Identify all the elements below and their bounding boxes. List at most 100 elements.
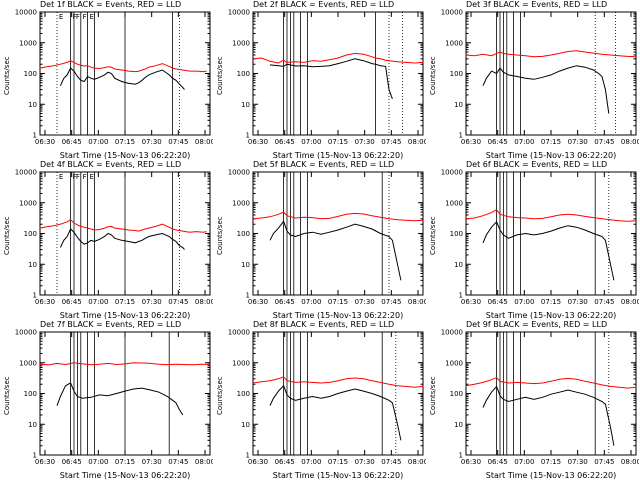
y-tick-label: 1: [33, 292, 37, 300]
y-tick-label: 1000: [232, 199, 250, 207]
y-tick-label: 10000: [441, 329, 463, 337]
plot-frame: [252, 171, 424, 296]
y-axis-label: Counts/sec: [429, 376, 437, 415]
x-tick-label: 06:45: [62, 138, 82, 146]
x-tick-label: 07:45: [168, 458, 188, 466]
y-tick-label: 10000: [441, 9, 463, 17]
x-tick-label: 07:45: [168, 138, 188, 146]
x-tick-label: 07:00: [88, 298, 108, 306]
panel-title: Det 1f BLACK = Events, RED = LLD: [40, 0, 182, 9]
x-axis-label: Start Time (15-Nov-13 06:22:20): [272, 311, 404, 320]
x-tick-label: 06:30: [461, 138, 481, 146]
x-tick-label: 07:45: [381, 458, 401, 466]
y-tick-label: 100: [450, 70, 463, 78]
x-tick-label: 07:00: [301, 458, 321, 466]
x-tick-label: 07:30: [142, 458, 162, 466]
x-axis-label: Start Time (15-Nov-13 06:22:20): [59, 471, 191, 480]
chart-svg: 1 10 100 1000 10000 06:30 06:45 07:00 07:15 07:30…: [441, 169, 639, 307]
panel-title: Det 4f BLACK = Events, RED = LLD: [40, 160, 182, 169]
x-tick-label: 07:00: [514, 298, 534, 306]
detector-panel: 1 10 100 1000 10000 06:30 06:45 07:00 07:15 07:30…: [426, 0, 639, 160]
x-tick-label: 07:15: [328, 298, 348, 306]
events-series-line: [482, 385, 615, 446]
y-tick-label: 10000: [228, 9, 250, 17]
y-tick-label: 10: [28, 101, 37, 109]
detector-panel: 1 10 100 1000 10000 06:30 06:45 07:00 07:15 07:30…: [213, 0, 426, 160]
x-axis-label: Start Time (15-Nov-13 06:22:20): [59, 151, 191, 160]
x-tick-label: 07:00: [88, 458, 108, 466]
x-tick-label: 06:30: [35, 458, 55, 466]
x-tick-label: 08:00: [195, 458, 213, 466]
x-tick-label: 07:30: [568, 458, 588, 466]
y-tick-label: 10000: [441, 169, 463, 177]
panel-title: Det 3f BLACK = Events, RED = LLD: [466, 0, 608, 9]
flag-label: F: [72, 13, 76, 21]
y-tick-label: 100: [24, 390, 37, 398]
x-tick-label: 06:45: [62, 298, 82, 306]
y-tick-label: 10: [241, 261, 250, 269]
x-tick-label: 06:30: [461, 298, 481, 306]
x-tick-label: 08:00: [408, 138, 426, 146]
y-tick-label: 1: [246, 132, 250, 140]
x-tick-label: 06:45: [275, 298, 295, 306]
x-tick-label: 07:45: [594, 298, 614, 306]
plot-frame: [465, 11, 637, 136]
x-tick-label: 08:00: [195, 298, 213, 306]
x-axis-label: Start Time (15-Nov-13 06:22:20): [485, 471, 617, 480]
plot-frame: [465, 331, 637, 456]
x-tick-label: 07:30: [568, 298, 588, 306]
x-tick-label: 06:30: [35, 138, 55, 146]
detector-panel: 1 10 100 1000 10000 06:30 06:45 07:00 07:15 07:30…: [213, 320, 426, 480]
x-tick-label: 07:45: [594, 458, 614, 466]
lld-series-line: [252, 211, 424, 222]
panel-title: Det 5f BLACK = Events, RED = LLD: [253, 160, 395, 169]
x-tick-label: 07:15: [328, 458, 348, 466]
y-tick-label: 1000: [232, 39, 250, 47]
chart-svg: 1 10 100 1000 10000 06:30 06:45 07:00 07:15 07:30…: [15, 9, 213, 147]
chart-svg: 1 10 100 1000 10000 06:30 06:45 07:00 07:15 07:30…: [228, 169, 426, 307]
y-tick-label: 1000: [19, 359, 37, 367]
chart-svg: 1 10 100 1000 10000 06:30 06:45 07:00 07:15 07:30…: [228, 329, 426, 467]
x-tick-label: 06:45: [488, 298, 508, 306]
lld-series-line: [39, 362, 211, 366]
chart-svg: 1 10 100 1000 10000 06:30 06:45 07:00 07:15 07:30…: [15, 329, 213, 467]
y-tick-label: 1: [33, 132, 37, 140]
y-tick-label: 10: [241, 421, 250, 429]
x-tick-label: 07:45: [381, 138, 401, 146]
y-tick-label: 10: [454, 421, 463, 429]
y-tick-label: 1: [459, 452, 463, 460]
chart-svg: 1 10 100 1000 10000 06:30 06:45 07:00 07:15 07:30…: [15, 169, 213, 307]
events-series-line: [269, 220, 402, 281]
flag-label: F: [76, 13, 80, 21]
x-axis-label: Start Time (15-Nov-13 06:22:20): [485, 151, 617, 160]
x-tick-label: 07:30: [355, 298, 375, 306]
y-tick-label: 100: [24, 230, 37, 238]
y-tick-label: 100: [450, 390, 463, 398]
y-tick-label: 1000: [445, 39, 463, 47]
x-tick-label: 08:00: [408, 458, 426, 466]
events-series-line: [269, 384, 402, 441]
x-tick-label: 07:15: [115, 138, 135, 146]
events-series-line: [482, 220, 615, 281]
y-tick-label: 10: [454, 101, 463, 109]
x-axis-label: Start Time (15-Nov-13 06:22:20): [272, 151, 404, 160]
flag-label: F: [72, 173, 76, 181]
y-axis-label: Counts/sec: [429, 56, 437, 95]
x-tick-label: 07:00: [514, 138, 534, 146]
flag-label: F: [83, 13, 87, 21]
panel-title: Det 2f BLACK = Events, RED = LLD: [253, 0, 395, 9]
chart-svg: 1 10 100 1000 10000 06:30 06:45 07:00 07:15 07:30…: [228, 9, 426, 147]
x-tick-label: 07:30: [568, 138, 588, 146]
events-series-line: [56, 382, 184, 416]
y-tick-label: 1: [459, 132, 463, 140]
lld-series-line: [465, 50, 637, 58]
x-tick-label: 07:30: [355, 138, 375, 146]
panel-title: Det 7f BLACK = Events, RED = LLD: [40, 320, 182, 329]
x-tick-label: 07:00: [301, 138, 321, 146]
x-tick-label: 07:15: [541, 298, 561, 306]
x-tick-label: 07:45: [168, 298, 188, 306]
lld-series-line: [39, 219, 207, 233]
y-tick-label: 10: [28, 261, 37, 269]
y-tick-label: 100: [237, 390, 250, 398]
x-tick-label: 07:30: [142, 298, 162, 306]
